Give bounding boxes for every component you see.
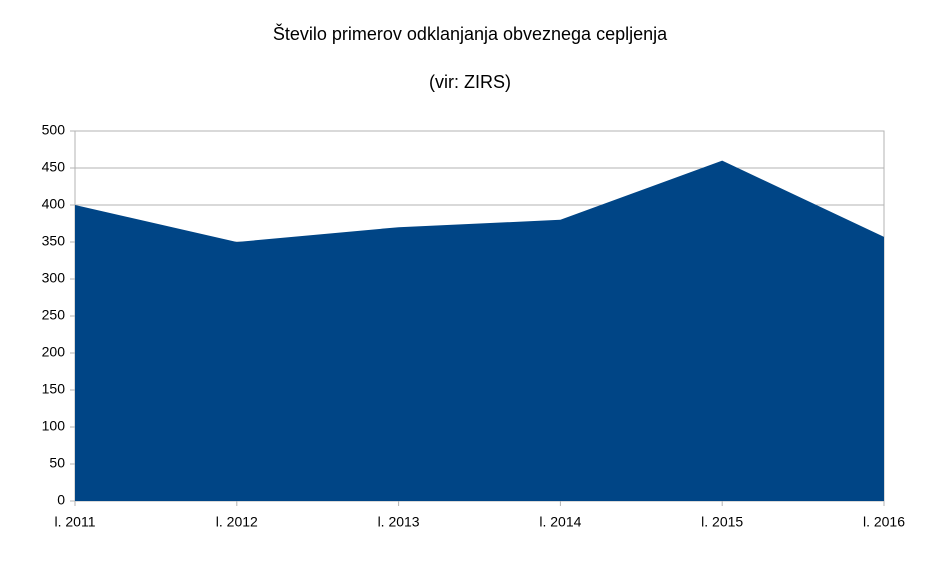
x-tick-label: l. 2015 bbox=[701, 514, 743, 530]
y-tick-label: 400 bbox=[42, 196, 66, 212]
y-tick-label: 200 bbox=[42, 344, 66, 360]
x-tick-label: l. 2012 bbox=[216, 514, 258, 530]
x-tick-label: l. 2013 bbox=[378, 514, 420, 530]
x-tick-label: l. 2016 bbox=[863, 514, 905, 530]
chart-title: Število primerov odklanjanja obveznega c… bbox=[273, 23, 668, 44]
y-tick-label: 350 bbox=[42, 233, 66, 249]
y-tick-label: 100 bbox=[42, 418, 66, 434]
area bbox=[75, 160, 884, 501]
x-tick-label: l. 2011 bbox=[55, 514, 96, 530]
y-tick-label: 500 bbox=[42, 122, 66, 138]
y-tick-label: 250 bbox=[42, 307, 66, 323]
x-tick-label: l. 2014 bbox=[539, 514, 581, 530]
y-tick-label: 0 bbox=[57, 492, 65, 508]
chart-subtitle: (vir: ZIRS) bbox=[429, 72, 511, 92]
y-tick-label: 150 bbox=[42, 381, 66, 397]
y-tick-label: 450 bbox=[42, 159, 66, 175]
y-tick-label: 300 bbox=[42, 270, 66, 286]
y-tick-label: 50 bbox=[49, 455, 65, 471]
